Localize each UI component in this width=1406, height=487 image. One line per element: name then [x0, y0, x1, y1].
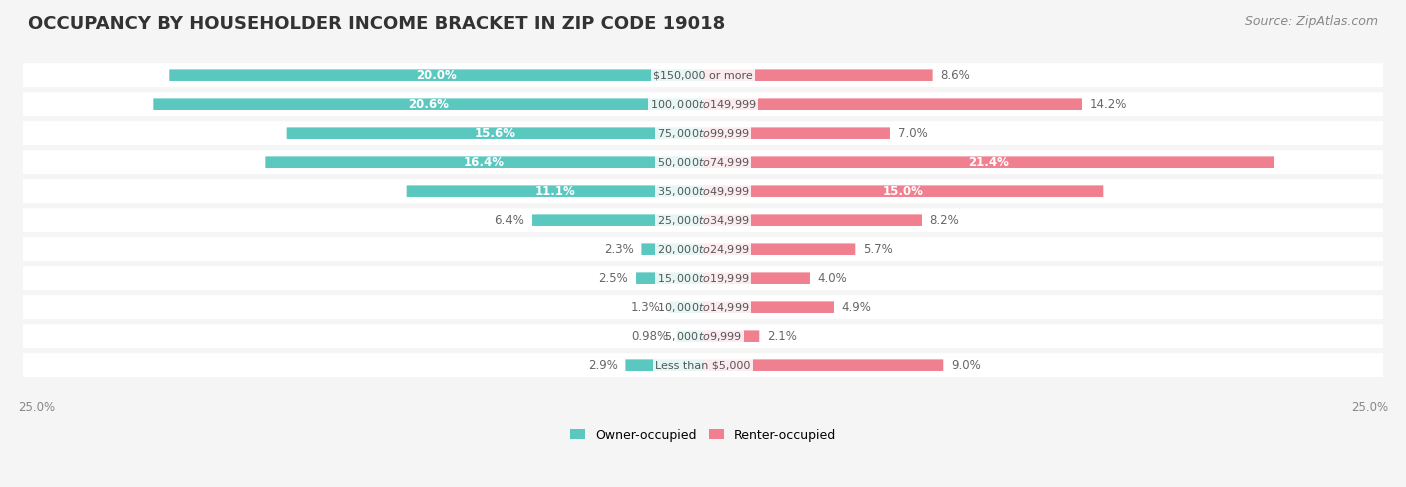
Text: 4.9%: 4.9%: [842, 300, 872, 314]
FancyBboxPatch shape: [287, 128, 703, 139]
FancyBboxPatch shape: [676, 330, 703, 342]
Text: 2.5%: 2.5%: [599, 272, 628, 285]
FancyBboxPatch shape: [169, 69, 703, 81]
FancyBboxPatch shape: [703, 156, 1274, 168]
FancyBboxPatch shape: [531, 214, 703, 226]
FancyBboxPatch shape: [641, 244, 703, 255]
FancyBboxPatch shape: [626, 359, 703, 371]
Text: 8.6%: 8.6%: [941, 69, 970, 82]
Text: 5.7%: 5.7%: [863, 243, 893, 256]
FancyBboxPatch shape: [153, 98, 703, 110]
Text: $25,000 to $34,999: $25,000 to $34,999: [657, 214, 749, 226]
FancyBboxPatch shape: [703, 244, 855, 255]
Text: 4.0%: 4.0%: [818, 272, 848, 285]
FancyBboxPatch shape: [21, 324, 1385, 348]
Text: OCCUPANCY BY HOUSEHOLDER INCOME BRACKET IN ZIP CODE 19018: OCCUPANCY BY HOUSEHOLDER INCOME BRACKET …: [28, 15, 725, 33]
FancyBboxPatch shape: [703, 214, 922, 226]
Text: 15.6%: 15.6%: [474, 127, 516, 140]
Text: 7.0%: 7.0%: [897, 127, 928, 140]
Text: 6.4%: 6.4%: [495, 214, 524, 226]
Text: $10,000 to $14,999: $10,000 to $14,999: [657, 300, 749, 314]
Text: 15.0%: 15.0%: [883, 185, 924, 198]
FancyBboxPatch shape: [703, 330, 759, 342]
FancyBboxPatch shape: [21, 63, 1385, 87]
Text: 8.2%: 8.2%: [929, 214, 959, 226]
Text: 20.0%: 20.0%: [416, 69, 457, 82]
Text: 2.3%: 2.3%: [605, 243, 634, 256]
Legend: Owner-occupied, Renter-occupied: Owner-occupied, Renter-occupied: [565, 424, 841, 447]
Text: 9.0%: 9.0%: [950, 358, 981, 372]
FancyBboxPatch shape: [21, 208, 1385, 232]
Text: 11.1%: 11.1%: [534, 185, 575, 198]
FancyBboxPatch shape: [703, 301, 834, 313]
FancyBboxPatch shape: [703, 98, 1083, 110]
FancyBboxPatch shape: [21, 266, 1385, 290]
FancyBboxPatch shape: [703, 186, 1104, 197]
Text: $5,000 to $9,999: $5,000 to $9,999: [664, 330, 742, 343]
Text: $20,000 to $24,999: $20,000 to $24,999: [657, 243, 749, 256]
FancyBboxPatch shape: [266, 156, 703, 168]
Text: $15,000 to $19,999: $15,000 to $19,999: [657, 272, 749, 285]
FancyBboxPatch shape: [636, 272, 703, 284]
FancyBboxPatch shape: [21, 93, 1385, 116]
FancyBboxPatch shape: [703, 272, 810, 284]
Text: 16.4%: 16.4%: [464, 156, 505, 169]
Text: Source: ZipAtlas.com: Source: ZipAtlas.com: [1244, 15, 1378, 28]
FancyBboxPatch shape: [703, 359, 943, 371]
Text: $100,000 to $149,999: $100,000 to $149,999: [650, 98, 756, 111]
FancyBboxPatch shape: [21, 237, 1385, 261]
FancyBboxPatch shape: [21, 295, 1385, 319]
Text: 20.6%: 20.6%: [408, 98, 449, 111]
FancyBboxPatch shape: [21, 353, 1385, 377]
Text: 1.3%: 1.3%: [630, 300, 661, 314]
Text: 2.1%: 2.1%: [768, 330, 797, 343]
FancyBboxPatch shape: [668, 301, 703, 313]
Text: $150,000 or more: $150,000 or more: [654, 70, 752, 80]
Text: $75,000 to $99,999: $75,000 to $99,999: [657, 127, 749, 140]
Text: 21.4%: 21.4%: [967, 156, 1010, 169]
Text: 0.98%: 0.98%: [631, 330, 669, 343]
FancyBboxPatch shape: [21, 150, 1385, 174]
FancyBboxPatch shape: [21, 179, 1385, 203]
Text: Less than $5,000: Less than $5,000: [655, 360, 751, 370]
FancyBboxPatch shape: [406, 186, 703, 197]
FancyBboxPatch shape: [703, 69, 932, 81]
FancyBboxPatch shape: [21, 121, 1385, 145]
Text: $50,000 to $74,999: $50,000 to $74,999: [657, 156, 749, 169]
Text: 14.2%: 14.2%: [1090, 98, 1128, 111]
Text: 2.9%: 2.9%: [588, 358, 617, 372]
Text: $35,000 to $49,999: $35,000 to $49,999: [657, 185, 749, 198]
FancyBboxPatch shape: [703, 128, 890, 139]
